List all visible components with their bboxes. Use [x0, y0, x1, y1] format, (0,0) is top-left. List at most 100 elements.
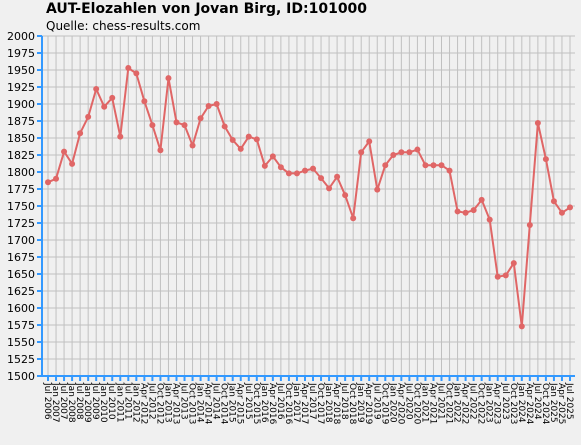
- series-layer: [45, 64, 573, 330]
- x-tick-label: Jan 2020: [387, 382, 397, 423]
- data-point: [494, 273, 501, 280]
- data-point: [358, 149, 365, 156]
- data-point: [334, 173, 341, 180]
- data-point: [414, 146, 421, 153]
- x-tick-label: Oct 2016: [283, 383, 293, 425]
- y-tick-label: 1725: [7, 217, 35, 230]
- data-point: [526, 222, 533, 229]
- data-point: [342, 192, 349, 199]
- y-tick-label: 1700: [7, 234, 35, 247]
- y-tick-label: 1550: [7, 336, 35, 349]
- y-tick-label: 2000: [7, 30, 35, 43]
- data-point: [486, 216, 493, 223]
- data-point: [542, 156, 549, 163]
- x-tick-label: Oct 2018: [347, 383, 357, 425]
- data-point: [205, 103, 212, 110]
- data-point: [366, 138, 373, 145]
- axes: [37, 35, 575, 381]
- y-tick-label: 1500: [7, 370, 35, 383]
- data-point: [213, 101, 220, 107]
- data-point: [422, 162, 429, 169]
- x-tick-label: Jul 2024: [532, 382, 542, 420]
- x-tick-label: Jul 2021: [436, 382, 446, 420]
- data-point: [558, 209, 565, 216]
- data-point: [85, 113, 92, 120]
- x-tick-label: Jan 2021: [419, 382, 429, 423]
- data-point: [93, 86, 100, 93]
- grid: [42, 35, 575, 377]
- x-tick-label: Jul 2020: [403, 382, 413, 420]
- x-tick-label: Jul 2008: [74, 382, 84, 420]
- data-point: [430, 162, 437, 169]
- x-tick-label: Oct 2012: [154, 383, 164, 424]
- data-point: [109, 94, 116, 101]
- data-point: [438, 162, 445, 169]
- data-point: [237, 145, 244, 152]
- data-point: [141, 98, 148, 105]
- x-tick-label: Oct 2013: [187, 383, 197, 424]
- data-point: [326, 185, 333, 192]
- data-point: [462, 209, 469, 216]
- x-tick-label: Oct 2021: [444, 383, 454, 424]
- x-tick-label: Apr 2021: [427, 383, 437, 424]
- data-point: [173, 119, 180, 126]
- data-point: [293, 170, 300, 177]
- data-point: [269, 153, 276, 160]
- data-point: [318, 175, 325, 182]
- x-tick-label: Oct 2023: [508, 383, 518, 424]
- x-tick-label: Jul 2012: [146, 382, 156, 420]
- data-point: [277, 164, 284, 171]
- data-point: [149, 122, 156, 129]
- data-point: [101, 103, 108, 110]
- data-point: [133, 70, 140, 77]
- x-tick-label: Jul 2010: [106, 382, 116, 420]
- x-tick-label: Jan 2008: [66, 382, 76, 423]
- data-point: [310, 165, 317, 172]
- data-point: [157, 147, 164, 154]
- x-tick-label: Apr 2013: [170, 383, 180, 424]
- y-tick-labels: 1500 1525 1550 1575 1600 1625 1650 1675 1700 1725…: [7, 30, 35, 383]
- data-point: [253, 136, 260, 143]
- y-tick-label: 1650: [7, 268, 35, 281]
- data-point: [261, 162, 268, 169]
- y-tick-label: 1675: [7, 251, 35, 264]
- x-tick-label: Oct 2024: [540, 383, 550, 425]
- data-point: [446, 167, 453, 174]
- x-tick-label: Oct 2017: [315, 383, 325, 424]
- x-tick-label: Jan 2019: [355, 382, 365, 423]
- y-tick-label: 1600: [7, 302, 35, 315]
- y-tick-label: 1850: [7, 132, 35, 145]
- y-tick-label: 1900: [7, 98, 35, 111]
- data-point: [567, 204, 573, 211]
- y-tick-label: 1575: [7, 319, 35, 332]
- x-tick-label: Jul 2014: [211, 382, 221, 420]
- data-point: [406, 149, 413, 156]
- x-tick-label: Jan 2017: [291, 382, 301, 423]
- data-point: [382, 162, 389, 169]
- data-point: [197, 115, 204, 122]
- data-point: [77, 130, 84, 137]
- data-point: [285, 170, 292, 177]
- x-tick-label: Jul 2015: [243, 382, 253, 420]
- data-point: [117, 133, 124, 140]
- x-tick-label: Jan 2025: [548, 382, 558, 423]
- data-point: [374, 186, 381, 193]
- x-tick-label: Jul 2023: [500, 382, 510, 420]
- x-tick-label: Apr 2024: [524, 383, 534, 425]
- y-tick-label: 1825: [7, 149, 35, 162]
- y-tick-label: 1800: [7, 166, 35, 179]
- data-point: [229, 137, 236, 144]
- x-tick-label: Jul 2009: [90, 382, 100, 420]
- x-tick-label: Jan 2007: [50, 382, 60, 423]
- x-tick-label: Oct 2014: [219, 383, 229, 425]
- chart-title: AUT-Elozahlen von Jovan Birg, ID:101000: [46, 1, 368, 17]
- x-tick-label: Jul 2025: [564, 382, 574, 420]
- x-tick-label: Jul 2013: [179, 382, 189, 420]
- chart-subtitle: Quelle: chess-results.com: [46, 19, 201, 33]
- data-point: [301, 167, 308, 174]
- x-tick-label: Jan 2014: [195, 382, 205, 423]
- x-tick-label: Apr 2016: [267, 383, 277, 425]
- x-tick-label: Jan 2023: [484, 382, 494, 423]
- x-tick-label: Jul 2017: [307, 382, 317, 420]
